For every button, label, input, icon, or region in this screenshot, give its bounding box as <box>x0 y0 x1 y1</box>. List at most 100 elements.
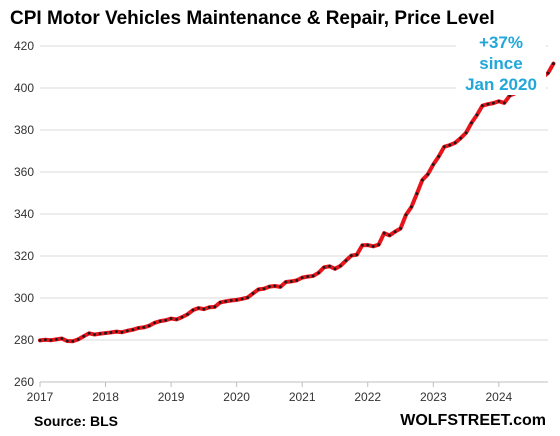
data-point <box>284 280 288 284</box>
x-tick-label: 2018 <box>92 390 119 404</box>
data-point <box>104 331 107 335</box>
data-point <box>197 306 200 310</box>
data-point <box>459 136 463 140</box>
data-point <box>115 330 118 333</box>
data-point <box>371 244 375 248</box>
data-point <box>49 338 53 342</box>
data-point <box>470 121 473 125</box>
data-point <box>251 291 255 295</box>
data-point <box>322 265 326 269</box>
data-point <box>464 131 468 135</box>
data-point <box>273 284 277 288</box>
data-point <box>437 155 441 158</box>
data-point <box>158 319 162 323</box>
x-tick-label: 2021 <box>289 390 316 404</box>
data-point <box>262 287 266 291</box>
data-point <box>186 312 189 316</box>
annotation-line-1: +37% since <box>479 33 523 73</box>
growth-annotation: +37% since Jan 2020 <box>456 32 546 95</box>
data-point <box>65 339 69 343</box>
data-point <box>300 276 304 280</box>
data-point <box>442 145 446 149</box>
chart-title: CPI Motor Vehicles Maintenance & Repair,… <box>10 8 495 29</box>
data-series <box>38 61 556 344</box>
y-tick-labels: 260 280 300 320 340 360 380 400 420 <box>14 39 34 389</box>
data-point <box>311 274 315 278</box>
data-point <box>268 285 271 289</box>
y-tick-label: 360 <box>14 165 34 179</box>
data-point <box>448 143 452 147</box>
y-tick-label: 380 <box>14 123 34 137</box>
data-point <box>93 333 96 336</box>
data-point <box>175 318 178 321</box>
data-point <box>98 332 102 336</box>
annotation-line-2: Jan 2020 <box>465 75 537 94</box>
data-point <box>431 163 435 166</box>
data-point <box>120 330 124 334</box>
data-point <box>169 317 173 320</box>
data-point <box>393 230 397 234</box>
data-point <box>82 334 86 338</box>
data-point <box>54 337 58 341</box>
x-tick-label: 2017 <box>27 390 54 404</box>
data-point <box>377 243 381 247</box>
data-point <box>142 326 146 329</box>
data-point <box>486 102 490 106</box>
data-point <box>38 339 42 342</box>
y-tick-label: 280 <box>14 333 34 347</box>
data-point <box>415 192 419 196</box>
data-point <box>475 113 479 117</box>
data-point <box>453 141 457 145</box>
data-point <box>60 337 64 340</box>
data-point <box>191 308 195 312</box>
data-point <box>388 234 391 237</box>
data-point <box>502 101 506 105</box>
data-point <box>213 305 217 309</box>
data-point <box>426 172 430 176</box>
data-point <box>552 62 555 66</box>
x-tick-label: 2020 <box>223 390 250 404</box>
watermark-label: WOLFSTREET.com <box>400 412 546 429</box>
x-tick-label: 2019 <box>158 390 185 404</box>
data-point <box>366 243 370 247</box>
data-point <box>125 329 129 333</box>
y-tick-label: 260 <box>14 375 34 389</box>
data-point <box>295 278 299 282</box>
data-point <box>229 299 233 302</box>
data-point <box>109 331 113 334</box>
axes <box>39 381 548 387</box>
y-tick-label: 400 <box>14 81 34 95</box>
data-point <box>317 271 320 275</box>
data-point <box>218 301 222 304</box>
data-point <box>87 331 91 335</box>
y-tick-label: 320 <box>14 249 34 263</box>
x-tick-label: 2024 <box>485 390 512 404</box>
data-point <box>224 299 228 303</box>
data-point <box>202 307 206 311</box>
data-point <box>44 338 47 342</box>
data-point <box>404 213 408 217</box>
data-point <box>420 178 424 182</box>
data-point <box>246 296 249 299</box>
data-point <box>131 328 135 332</box>
data-point <box>180 315 184 319</box>
data-point <box>306 275 310 278</box>
data-point <box>492 101 495 105</box>
data-point <box>153 321 157 325</box>
data-point <box>339 264 342 268</box>
data-point <box>71 339 75 343</box>
data-point <box>164 318 168 322</box>
data-point <box>360 243 364 247</box>
data-point <box>136 326 140 330</box>
data-point <box>399 227 402 230</box>
y-tick-label: 420 <box>14 39 34 53</box>
data-point <box>481 104 484 108</box>
data-point <box>278 285 282 289</box>
data-point <box>410 205 413 209</box>
data-point <box>207 305 211 309</box>
x-tick-label: 2022 <box>354 390 381 404</box>
data-point <box>147 324 151 328</box>
x-tick-labels: 2017 2018 2019 2020 2021 2022 2023 2024 <box>27 390 513 404</box>
source-label: Source: BLS <box>34 413 119 429</box>
data-point <box>349 254 353 257</box>
